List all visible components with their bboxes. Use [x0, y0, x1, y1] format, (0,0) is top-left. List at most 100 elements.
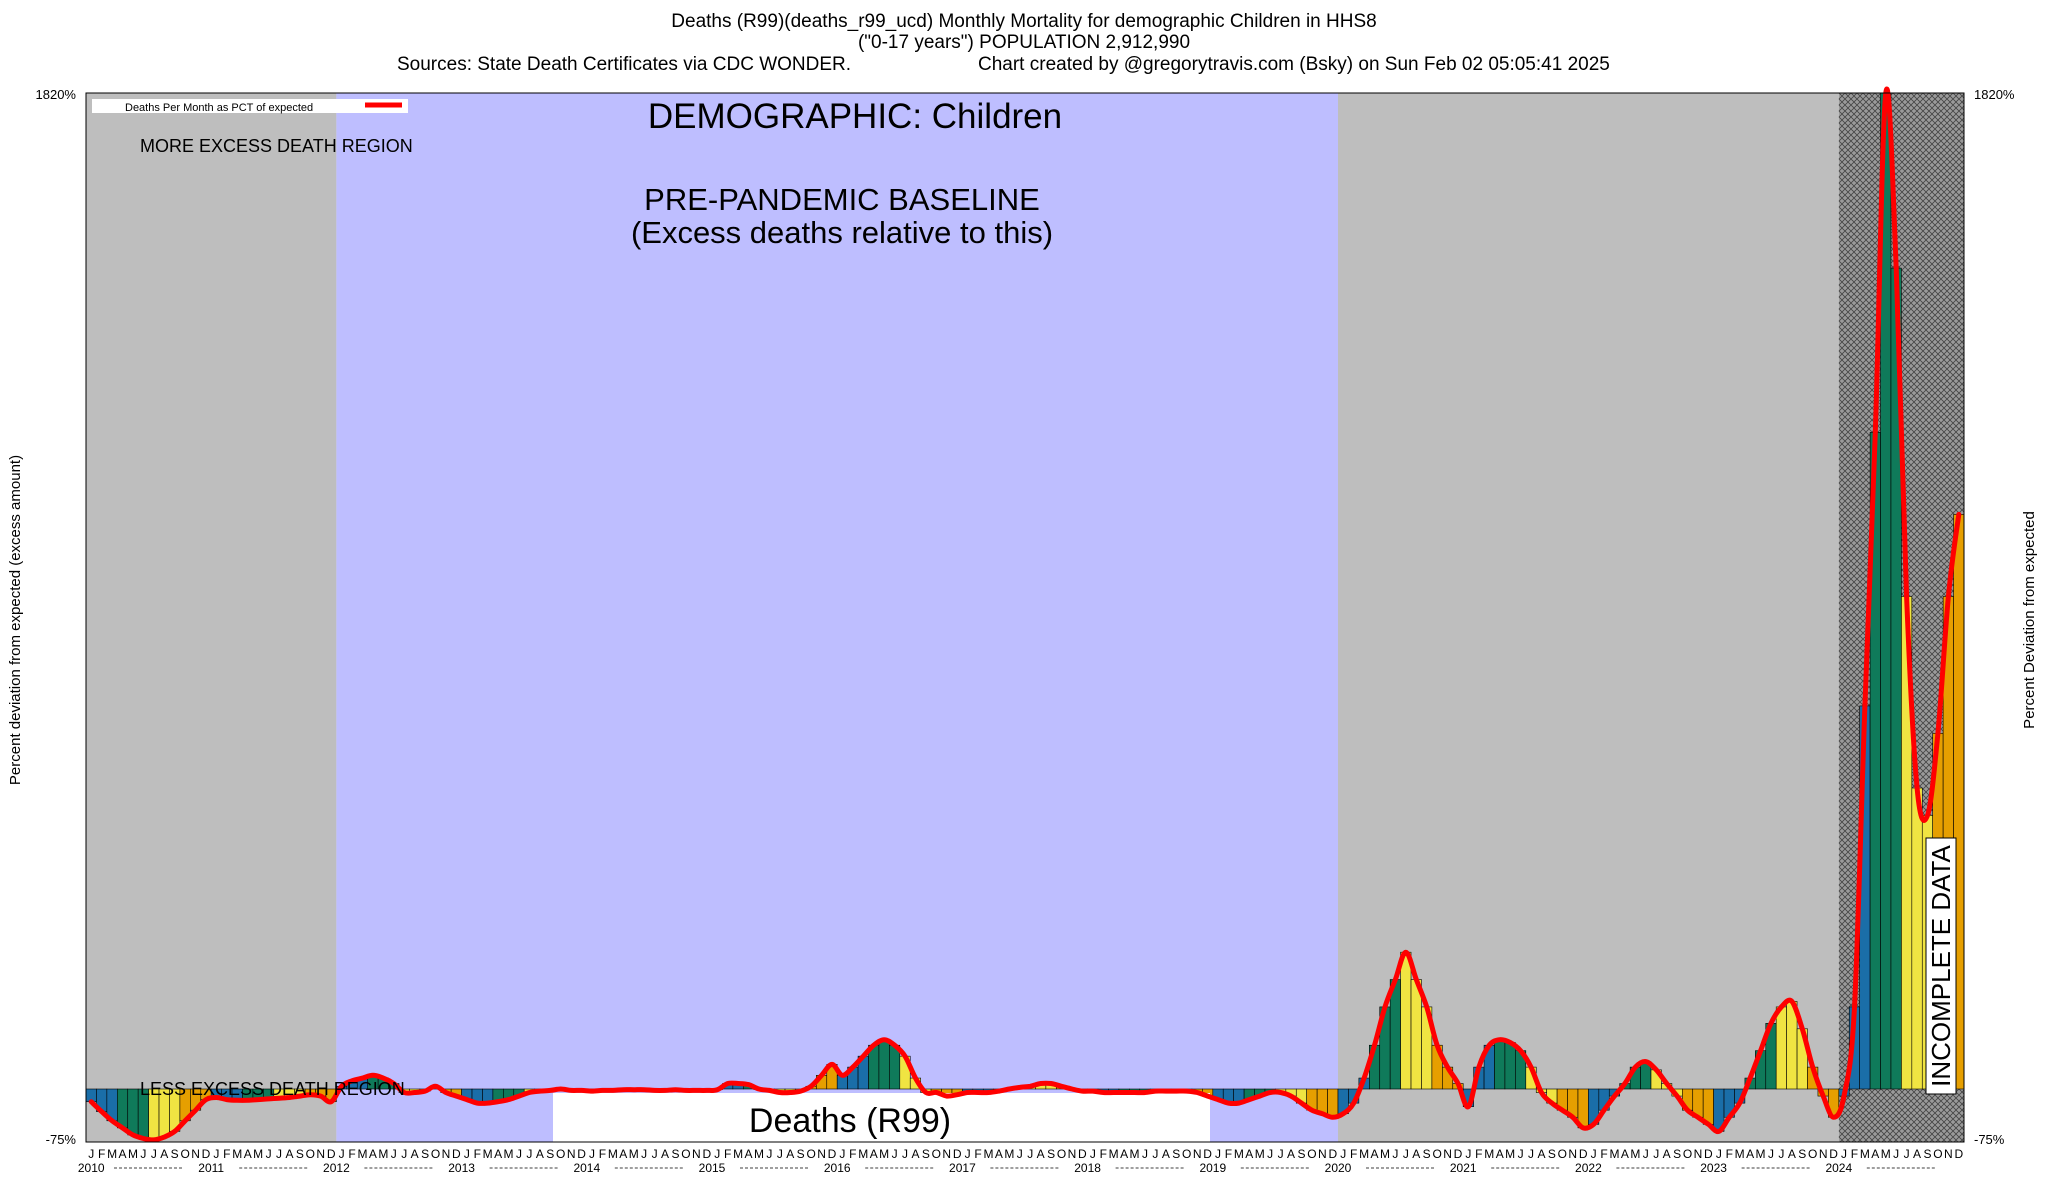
xtick-month: A	[745, 1147, 753, 1161]
bar-2016-5	[878, 1039, 890, 1090]
xtick-month: A	[369, 1147, 377, 1161]
xtick-month: M	[504, 1147, 514, 1161]
xtick-month: A	[1537, 1147, 1545, 1161]
xtick-month: J	[1278, 1147, 1284, 1161]
xtick-month: F	[1851, 1147, 1858, 1161]
xtick-month: N	[191, 1147, 200, 1161]
xtick-month: A	[1496, 1147, 1504, 1161]
xtick-month: O	[1182, 1147, 1191, 1161]
xtick-month: N	[1568, 1147, 1577, 1161]
y-axis-label-right: Percent Deviation from expected	[2021, 511, 2038, 729]
xtick-month: J	[88, 1147, 94, 1161]
xtick-month: D	[1328, 1147, 1337, 1161]
xtick-month: M	[1881, 1147, 1891, 1161]
xtick-month: J	[1653, 1147, 1659, 1161]
xtick-month: O	[431, 1147, 440, 1161]
xtick-month: J	[1778, 1147, 1784, 1161]
demographic-title: DEMOGRAPHIC: Children	[648, 97, 1062, 136]
xtick-month: A	[1788, 1147, 1796, 1161]
xtick-year-2021: 2021	[1450, 1161, 1477, 1175]
bar-2020-6	[1389, 979, 1401, 1090]
xtick-month: J	[1716, 1147, 1722, 1161]
xtick-month: J	[213, 1147, 219, 1161]
xtick-month: M	[1380, 1147, 1390, 1161]
xtick-month: S	[1047, 1147, 1055, 1161]
bottom-label: Deaths (R99)	[749, 1102, 951, 1140]
xtick-month: J	[1403, 1147, 1409, 1161]
xtick-month: F	[1726, 1147, 1733, 1161]
xtick-year-2020: 2020	[1325, 1161, 1352, 1175]
xtick-month: O	[1933, 1147, 1942, 1161]
xtick-month: S	[1923, 1147, 1931, 1161]
xtick-month: N	[692, 1147, 701, 1161]
xtick-month: M	[1609, 1147, 1619, 1161]
xtick-month: O	[1057, 1147, 1066, 1161]
xtick-year-2014: 2014	[573, 1161, 600, 1175]
xtick-month: M	[1630, 1147, 1640, 1161]
xtick-month: J	[140, 1147, 146, 1161]
xtick-month: M	[1234, 1147, 1244, 1161]
xtick-month: S	[797, 1147, 805, 1161]
xtick-month: S	[1172, 1147, 1180, 1161]
xtick-year-2022: 2022	[1575, 1161, 1602, 1175]
xtick-month: M	[1505, 1147, 1515, 1161]
xtick-month: A	[1371, 1147, 1379, 1161]
xtick-month: A	[995, 1147, 1003, 1161]
xtick-month: N	[1193, 1147, 1202, 1161]
xtick-month: N	[316, 1147, 325, 1161]
xtick-month: A	[1913, 1147, 1921, 1161]
xtick-month: D	[452, 1147, 461, 1161]
xtick-month: N	[1819, 1147, 1828, 1161]
xtick-month: O	[806, 1147, 815, 1161]
xtick-month: S	[1423, 1147, 1431, 1161]
xtick-month: M	[1255, 1147, 1265, 1161]
xtick-month: A	[244, 1147, 252, 1161]
credit-text: Chart created by @gregorytravis.com (Bsk…	[978, 54, 1610, 75]
xtick-month: M	[1756, 1147, 1766, 1161]
xtick-month: S	[922, 1147, 930, 1161]
xtick-month: D	[828, 1147, 837, 1161]
xtick-month: F	[849, 1147, 856, 1161]
xtick-month: F	[1225, 1147, 1232, 1161]
bar-2021-4	[1494, 1039, 1506, 1090]
xtick-month: S	[671, 1147, 679, 1161]
xtick-month: J	[1215, 1147, 1221, 1161]
xtick-month: F	[98, 1147, 105, 1161]
xtick-month: M	[357, 1147, 367, 1161]
bar-2021-5	[1504, 1042, 1516, 1090]
xtick-month: M	[608, 1147, 618, 1161]
ytick-bottom-left: -75%	[46, 1132, 77, 1147]
xtick-month: S	[1548, 1147, 1556, 1161]
legend-label: Deaths Per Month as PCT of expected	[125, 102, 313, 114]
xtick-month: F	[599, 1147, 606, 1161]
xtick-month: N	[942, 1147, 951, 1161]
xtick-month: A	[285, 1147, 293, 1161]
xtick-month: D	[953, 1147, 962, 1161]
bottom-label-box	[553, 1093, 1210, 1143]
xtick-month: O	[1683, 1147, 1692, 1161]
xtick-month: M	[1130, 1147, 1140, 1161]
xtick-month: D	[202, 1147, 211, 1161]
xtick-month: J	[1090, 1147, 1096, 1161]
xtick-month: J	[1591, 1147, 1597, 1161]
xtick-month: M	[629, 1147, 639, 1161]
xtick-month: J	[1643, 1147, 1649, 1161]
xtick-month: J	[401, 1147, 407, 1161]
sources-text: Sources: State Death Certificates via CD…	[397, 54, 852, 75]
xtick-month: J	[965, 1147, 971, 1161]
xtick-month: J	[1340, 1147, 1346, 1161]
xtick-month: N	[1068, 1147, 1077, 1161]
bar-2020-8	[1410, 979, 1422, 1090]
xtick-month: O	[1307, 1147, 1316, 1161]
xtick-month: A	[619, 1147, 627, 1161]
xtick-month: O	[1808, 1147, 1817, 1161]
xtick-month: J	[1267, 1147, 1273, 1161]
xtick-month: M	[1484, 1147, 1494, 1161]
xtick-month: D	[1579, 1147, 1588, 1161]
less-excess-label: LESS EXCESS DEATH REGION	[140, 1079, 405, 1099]
xtick-month: J	[1017, 1147, 1023, 1161]
bar-2010-5	[127, 1088, 139, 1136]
xtick-month: J	[839, 1147, 845, 1161]
xtick-month: N	[1443, 1147, 1452, 1161]
xtick-month: D	[702, 1147, 711, 1161]
